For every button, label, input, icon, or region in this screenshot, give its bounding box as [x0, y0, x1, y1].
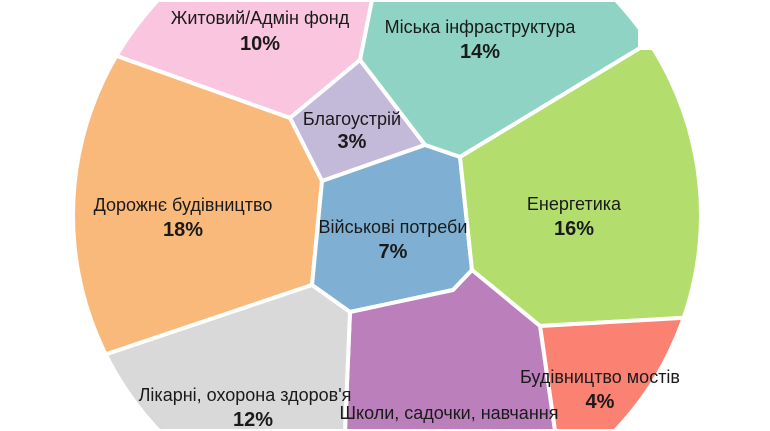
cell-bridge-construction-label: Будівництво мостів: [520, 367, 680, 387]
cell-military-needs-value: 7%: [379, 241, 408, 263]
cell-road-construction-value: 18%: [163, 219, 203, 241]
cell-city-infrastructure-label: Міська інфраструктура: [385, 17, 577, 37]
cell-energy-value: 16%: [554, 218, 594, 240]
cell-energy-label: Енергетика: [527, 194, 622, 214]
cell-hospitals-healthcare-value: 12%: [233, 409, 273, 431]
cell-improvement-value: 3%: [338, 131, 367, 153]
cell-bridge-construction-value: 4%: [586, 391, 615, 413]
cell-schools-education-label: Школи, садочки, навчання: [340, 403, 559, 423]
cell-schools-education: [343, 268, 557, 431]
cell-military-needs-label: Військові потреби: [319, 217, 468, 237]
cell-housing-admin-fund-label: Житовий/Адмін фонд: [171, 8, 350, 28]
cell-city-infrastructure-value: 14%: [460, 41, 500, 63]
cell-road-construction-label: Дорожнє будівництво: [94, 195, 273, 215]
cell-housing-admin-fund-value: 10%: [240, 33, 280, 55]
cell-hospitals-healthcare-label: Лікарні, охорона здоров'я: [139, 385, 352, 405]
cell-improvement-label: Благоустрій: [303, 109, 401, 129]
